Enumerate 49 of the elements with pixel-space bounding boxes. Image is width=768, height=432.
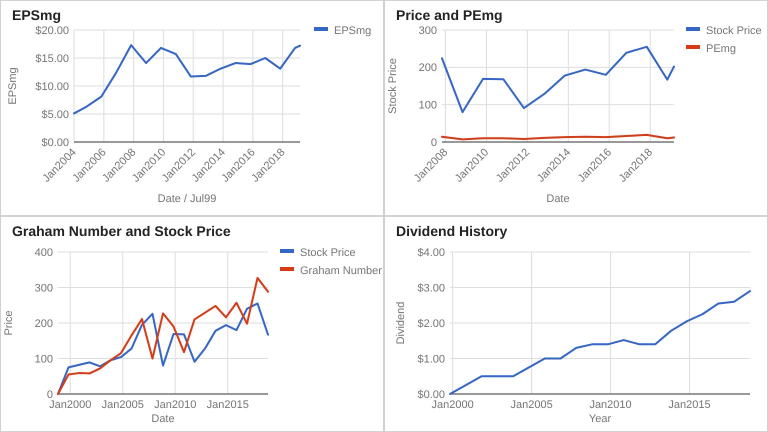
x-tick-label: Jan2015 xyxy=(668,399,711,411)
y-axis-title: Price xyxy=(3,310,15,336)
x-tick-label: Jan2010 xyxy=(154,399,196,411)
y-tick-label: 100 xyxy=(418,100,437,112)
y-axis-title: Stock Price xyxy=(387,58,399,114)
line-series xyxy=(449,290,751,395)
y-tick-label: $0.00 xyxy=(417,388,445,401)
x-tick-label: Jan2005 xyxy=(102,399,144,411)
y-tick-label: 300 xyxy=(418,24,437,37)
x-tick-label: Jan2010 xyxy=(589,399,632,411)
y-tick-label: $5.00 xyxy=(41,108,69,121)
y-tick-label: $2.00 xyxy=(417,318,445,330)
legend-label: PEmg xyxy=(706,42,736,55)
x-tick-label: Jan2015 xyxy=(206,399,249,411)
x-tick-label: Jan2000 xyxy=(432,399,474,411)
y-tick-label: 0 xyxy=(46,388,53,401)
legend-label: Stock Price xyxy=(706,24,762,37)
chart-title: Dividend History xyxy=(396,223,508,239)
y-tick-label: $10.00 xyxy=(35,80,69,93)
chart-title: Graham Number and Stock Price xyxy=(12,223,231,239)
legend-label: EPSmg xyxy=(334,24,372,37)
chart-title: Price and PEmg xyxy=(396,7,503,23)
x-axis-title: Date xyxy=(546,193,570,205)
line-series xyxy=(441,46,675,114)
x-tick-label: Jan2000 xyxy=(49,399,92,411)
y-tick-label: 100 xyxy=(34,353,53,366)
y-tick-label: 400 xyxy=(34,246,53,259)
y-tick-label: $4.00 xyxy=(417,246,445,259)
y-tick-label: 200 xyxy=(34,318,53,330)
line-series xyxy=(73,44,301,114)
y-tick-label: $0.00 xyxy=(41,136,69,149)
legend-label: Stock Price xyxy=(300,246,356,259)
line-series xyxy=(57,276,269,395)
y-tick-label: $15.00 xyxy=(35,52,69,65)
y-tick-label: 0 xyxy=(430,136,437,149)
chart-title: EPSmg xyxy=(12,7,62,23)
y-tick-label: $1.00 xyxy=(417,353,445,366)
legend-label: Graham Number xyxy=(300,264,382,277)
y-tick-label: 300 xyxy=(34,282,53,294)
x-tick-label: Jan2005 xyxy=(510,399,553,411)
line-series xyxy=(57,302,269,395)
x-axis-title: Date / Jul99 xyxy=(158,193,216,205)
x-axis-title: Date xyxy=(151,413,175,425)
x-axis-title: Year xyxy=(588,413,612,425)
y-axis-title: EPSmg xyxy=(7,67,19,105)
y-tick-label: $20.00 xyxy=(35,24,69,37)
y-tick-label: $3.00 xyxy=(417,282,445,294)
y-axis-title: Dividend xyxy=(395,302,407,344)
y-tick-label: 200 xyxy=(418,62,437,74)
